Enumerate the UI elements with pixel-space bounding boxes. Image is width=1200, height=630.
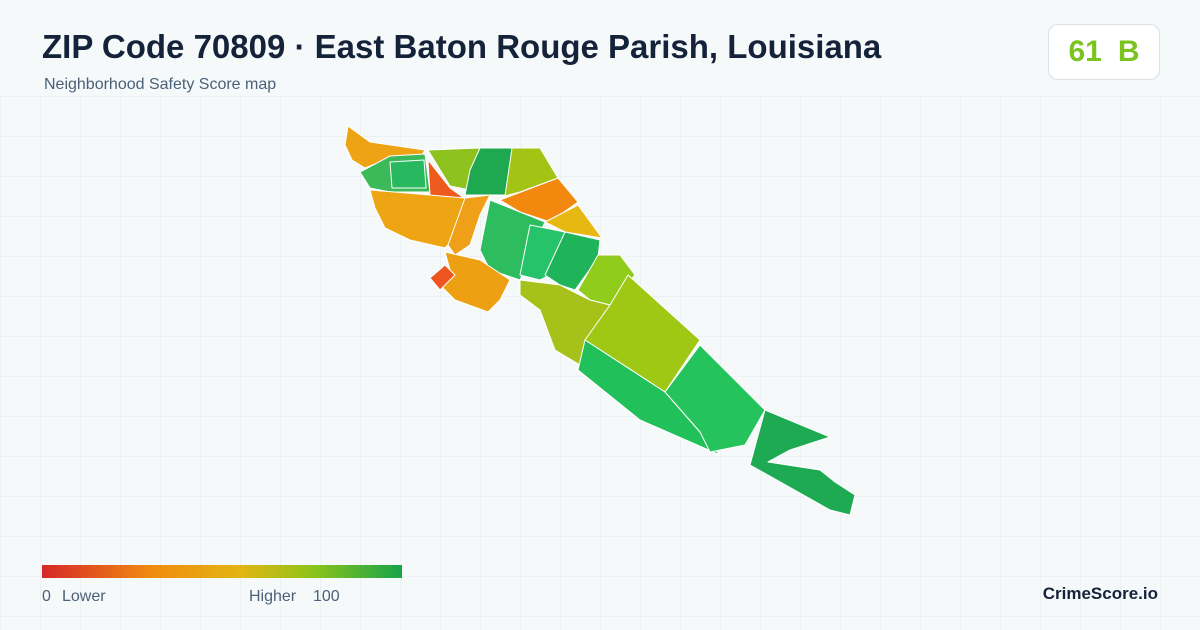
score: 61 xyxy=(1068,35,1102,68)
zip-area xyxy=(429,264,456,291)
title: ZIP Code 70809 · East Baton Rouge Parish… xyxy=(42,28,882,65)
zip-area xyxy=(544,231,601,291)
score-badge: 61 B xyxy=(1048,24,1160,80)
brand: CrimeScore.io xyxy=(1042,584,1158,603)
grade: B xyxy=(1117,35,1140,68)
legend-max: 100 xyxy=(313,588,340,605)
zip-area xyxy=(749,409,856,516)
zip-area xyxy=(544,204,603,239)
zip-area xyxy=(389,159,427,189)
zip-area xyxy=(447,194,491,256)
subtitle: Neighborhood Safety Score map xyxy=(44,76,277,93)
legend-gradient xyxy=(42,565,402,578)
zip-areas xyxy=(344,125,856,516)
legend-min: 0 xyxy=(42,588,51,605)
legend-max-label: Higher xyxy=(249,588,297,605)
legend-min-label: Lower xyxy=(62,588,106,605)
